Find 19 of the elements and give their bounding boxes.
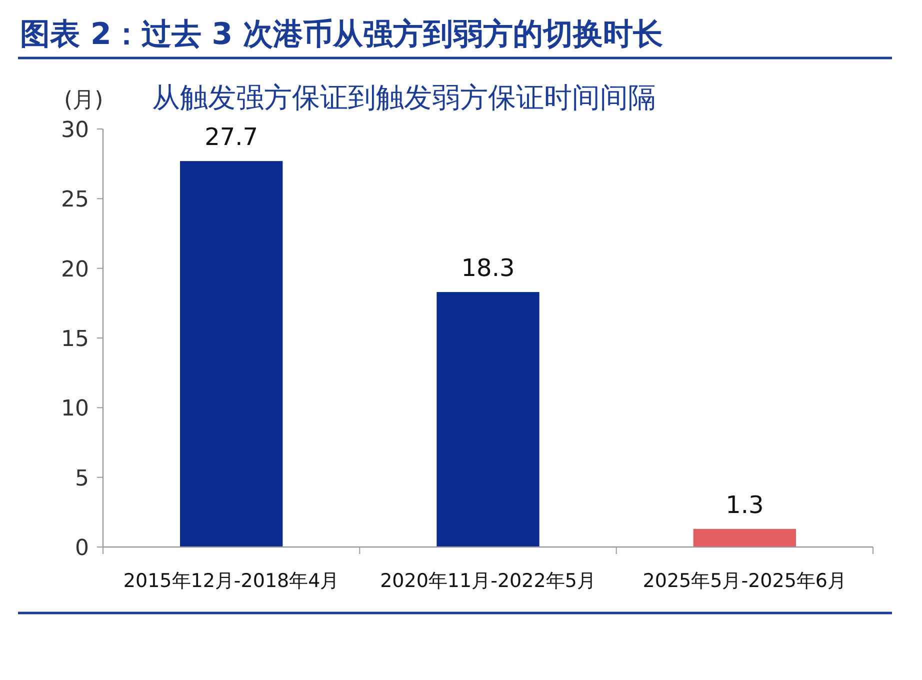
data-label: 27.7 [204,123,258,152]
y-tick-label: 0 [75,536,89,561]
y-tick-label: 15 [61,327,89,352]
y-tick-label: 25 [61,188,89,213]
data-label: 1.3 [726,490,764,519]
bar [436,292,540,547]
bar [180,161,283,547]
y-tick-label: 5 [75,466,89,492]
x-tick-label: 2025年5月-2025年6月 [642,570,847,592]
bar [693,528,796,547]
x-tick-label: 2015年12月-2018年4月 [123,570,340,592]
y-axis-title: (月) [64,88,104,113]
y-tick-label: 10 [61,396,89,422]
chart-title: 图表 2：过去 3 次港币从强方到弱方的切换时长 [20,17,664,52]
y-tick-label: 30 [61,118,89,143]
y-tick-label: 20 [61,257,89,282]
data-label: 18.3 [461,254,515,282]
x-tick-label: 2020年11月-2022年5月 [380,570,596,592]
chart-subtitle: 从触发强方保证到触发弱方保证时间间隔 [152,81,656,114]
